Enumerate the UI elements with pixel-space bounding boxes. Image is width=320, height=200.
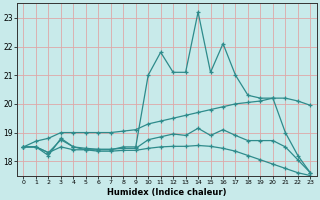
X-axis label: Humidex (Indice chaleur): Humidex (Indice chaleur) <box>107 188 227 197</box>
